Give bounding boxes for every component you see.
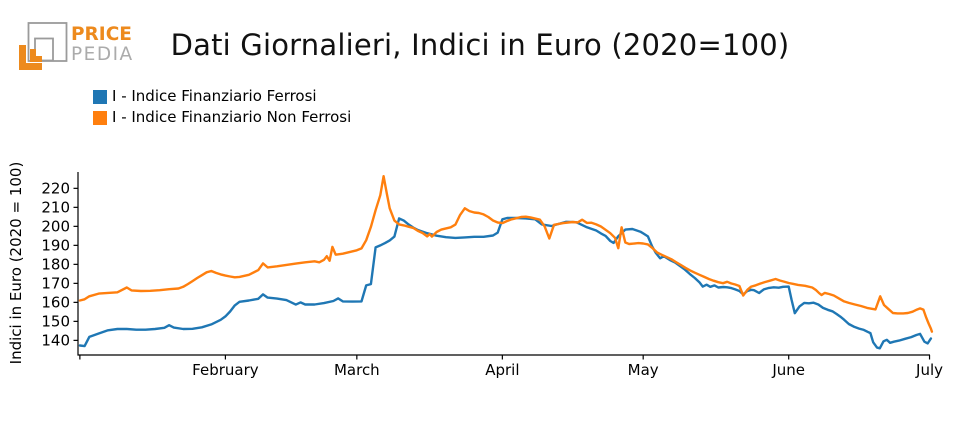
legend-swatch-ferrosi (93, 89, 107, 104)
y-tick-label-150: 150 (41, 312, 70, 330)
x-tick-label-march: March (334, 361, 380, 379)
x-tick-label-april: April (485, 361, 519, 379)
legend-label-ferrosi: I - Indice Finanziario Ferrosi (112, 87, 317, 105)
y-tick-label-200: 200 (41, 217, 70, 235)
x-tick-label-may: May (628, 361, 659, 379)
legend-item-non-ferrosi: I - Indice Finanziario Non Ferrosi (93, 107, 351, 128)
logo-pedia-text: PEDIA (71, 44, 134, 65)
y-tick-label-210: 210 (41, 198, 70, 216)
legend-item-ferrosi: I - Indice Finanziario Ferrosi (93, 86, 351, 107)
y-tick-label-180: 180 (41, 255, 70, 273)
logo-arrow-outer (19, 45, 42, 70)
y-tick-label-140: 140 (41, 331, 70, 349)
logo-arrow-inner (30, 49, 42, 62)
legend-swatch-non-ferrosi (93, 110, 107, 125)
series-line-non-ferrosi (78, 174, 934, 333)
y-tick-label-170: 170 (41, 274, 70, 292)
chart-title: Dati Giornalieri, Indici in Euro (2020=1… (170, 28, 790, 62)
x-tick-label-june: June (771, 361, 805, 379)
y-tick-label-190: 190 (41, 236, 70, 254)
y-tick-label-220: 220 (41, 179, 70, 197)
legend-label-non-ferrosi: I - Indice Finanziario Non Ferrosi (112, 108, 352, 126)
pricepedia-logo-icon: PRICE PEDIA (19, 22, 134, 70)
pricepedia-logo: PRICE PEDIA (15, 9, 165, 75)
x-tick-label-february: February (192, 361, 259, 379)
y-tick-label-160: 160 (41, 293, 70, 311)
series-line-ferrosi (78, 216, 933, 350)
legend: I - Indice Finanziario Ferrosi I - Indic… (93, 86, 351, 128)
axes-spines (77, 172, 930, 356)
logo-price-text: PRICE (71, 24, 132, 45)
x-tick-label-july: July (915, 361, 943, 379)
